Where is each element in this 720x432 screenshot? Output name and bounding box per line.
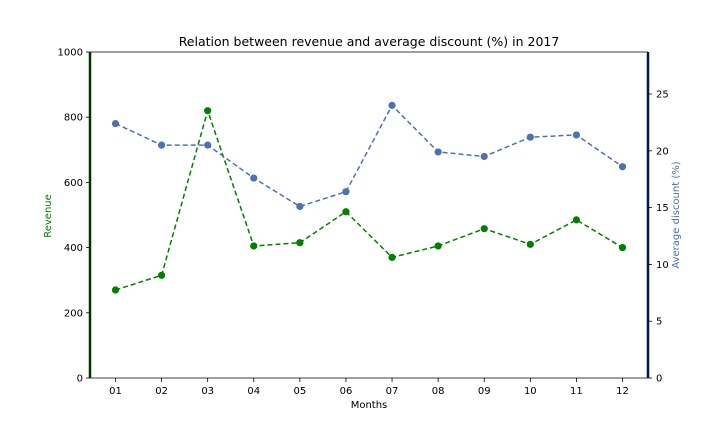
- discount-point: [526, 133, 534, 141]
- revenue-line: [115, 108, 623, 291]
- right-tick-label: 10: [656, 260, 669, 271]
- discount-point: [111, 119, 120, 128]
- discount-point: [388, 101, 396, 109]
- revenue-point: [572, 216, 581, 224]
- revenue-point: [342, 208, 350, 216]
- right-tick-label: 25: [656, 90, 669, 101]
- right-tick-label: 0: [656, 374, 662, 385]
- series-layer: [111, 101, 627, 294]
- x-tick-label: 11: [570, 386, 583, 397]
- left-tick-label: 800: [64, 113, 83, 124]
- left-axis-ticks: 0 200 400 600 800 1000: [58, 48, 90, 385]
- left-tick-label: 200: [64, 308, 83, 319]
- discount-point: [157, 141, 166, 149]
- x-tick-label: 12: [616, 386, 629, 397]
- revenue-point: [388, 253, 396, 261]
- left-tick-label: 1000: [58, 48, 83, 59]
- revenue-point: [480, 225, 488, 233]
- x-tick-label: 10: [524, 386, 537, 397]
- discount-point: [296, 202, 304, 211]
- x-tick-label: 04: [247, 386, 260, 397]
- discount-point: [250, 174, 258, 182]
- discount-point: [480, 152, 488, 161]
- plot-area: [88, 51, 650, 379]
- revenue-series: [111, 107, 627, 294]
- right-axis-ticks: 0 5 10 15 20 25: [648, 90, 669, 385]
- left-tick-label: 400: [64, 243, 83, 254]
- discount-point: [342, 188, 350, 196]
- x-tick-label: 01: [109, 386, 122, 397]
- revenue-point: [157, 271, 166, 279]
- revenue-point: [434, 242, 442, 250]
- x-axis-ticks: 01 02 03 04 05 06 07 08 09 10 11 12: [109, 378, 629, 397]
- x-tick-label: 06: [340, 386, 353, 397]
- discount-point: [618, 163, 627, 171]
- y2-axis-label: Average discount (%): [671, 161, 682, 268]
- right-tick-label: 20: [656, 146, 669, 157]
- x-tick-label: 09: [478, 386, 491, 397]
- x-tick-label: 07: [386, 386, 399, 397]
- left-tick-label: 600: [64, 178, 83, 189]
- x-tick-label: 08: [432, 386, 445, 397]
- x-axis-label: Months: [351, 400, 388, 411]
- x-tick-label: 02: [155, 386, 168, 397]
- revenue-point: [618, 244, 627, 252]
- right-tick-label: 15: [656, 203, 669, 214]
- discount-series: [111, 101, 627, 211]
- revenue-point: [204, 107, 212, 115]
- y-axis-label: Revenue: [43, 194, 54, 238]
- discount-point: [204, 141, 212, 149]
- revenue-point: [250, 242, 258, 250]
- x-tick-label: 05: [293, 386, 306, 397]
- discount-point: [434, 148, 442, 156]
- discount-point: [572, 131, 581, 139]
- revenue-point: [296, 239, 304, 247]
- discount-line: [115, 104, 623, 208]
- left-tick-label: 0: [77, 374, 83, 385]
- x-tick-label: 03: [201, 386, 214, 397]
- chart-title: Relation between revenue and average dis…: [179, 34, 560, 49]
- revenue-point: [526, 240, 534, 248]
- revenue-point: [111, 286, 120, 294]
- right-tick-label: 5: [656, 317, 662, 328]
